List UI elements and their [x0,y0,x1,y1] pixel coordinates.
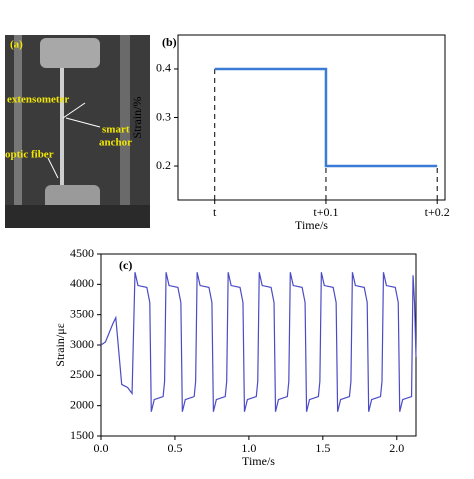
y-tick-label: 4500 [70,246,94,260]
y-tick-label: 3500 [70,306,94,320]
y-tick-label: 0.3 [156,109,171,123]
annotation: optic fiber [5,149,54,161]
specimen [60,68,64,188]
panel-label: (c) [119,258,132,272]
y-tick-label: 0.4 [156,61,171,75]
pointer [62,102,86,119]
pointer [47,157,59,179]
x-tick-label: t [213,205,217,219]
chart: 1500 2000 2500 3000 3500 4000 4500 0.0 0.5 1.0 1.5… [53,246,417,468]
x-axis-label: Time/s [242,454,275,468]
y-axis-label: Strain/% [130,97,144,139]
chart: 0.2 0.3 0.4 t t+0.1 t+0.2 Time/s Strain/% (b) [130,34,450,232]
annotation: anchor [99,137,132,149]
pointer [65,117,101,128]
upper-grip [40,38,100,68]
y-tick-label: 1500 [70,428,94,442]
x-tick-label: 0.5 [167,441,182,455]
data-line [100,272,417,412]
x-axis-label: Time/s [295,218,328,232]
x-tick-label: 2.0 [389,441,404,455]
machine-base [5,205,150,228]
x-tick-label: 1.5 [315,441,330,455]
y-tick-label: 2500 [70,367,94,381]
y-tick-label: 2000 [70,397,94,411]
x-tick-label: 0.0 [94,441,109,455]
annotation: smart [102,124,130,136]
machine-column [14,35,22,228]
machine-column [120,35,130,228]
data-line [214,67,438,168]
y-axis-label: Strain/με [53,323,67,366]
photo: (a) extensometer smart anchor optic fibe… [5,35,150,228]
y-tick-label: 4000 [70,276,94,290]
x-tick-label: 1.0 [241,441,256,455]
x-tick-label: t+0.2 [425,205,450,219]
panel-label: (a) [10,39,23,51]
panel-label: (b) [162,35,177,49]
x-tick-label: t+0.1 [313,205,338,219]
annotation: extensometer [7,94,69,106]
y-tick-label: 0.2 [156,158,171,172]
plot-frame [177,34,446,201]
y-tick-label: 3000 [70,337,94,351]
